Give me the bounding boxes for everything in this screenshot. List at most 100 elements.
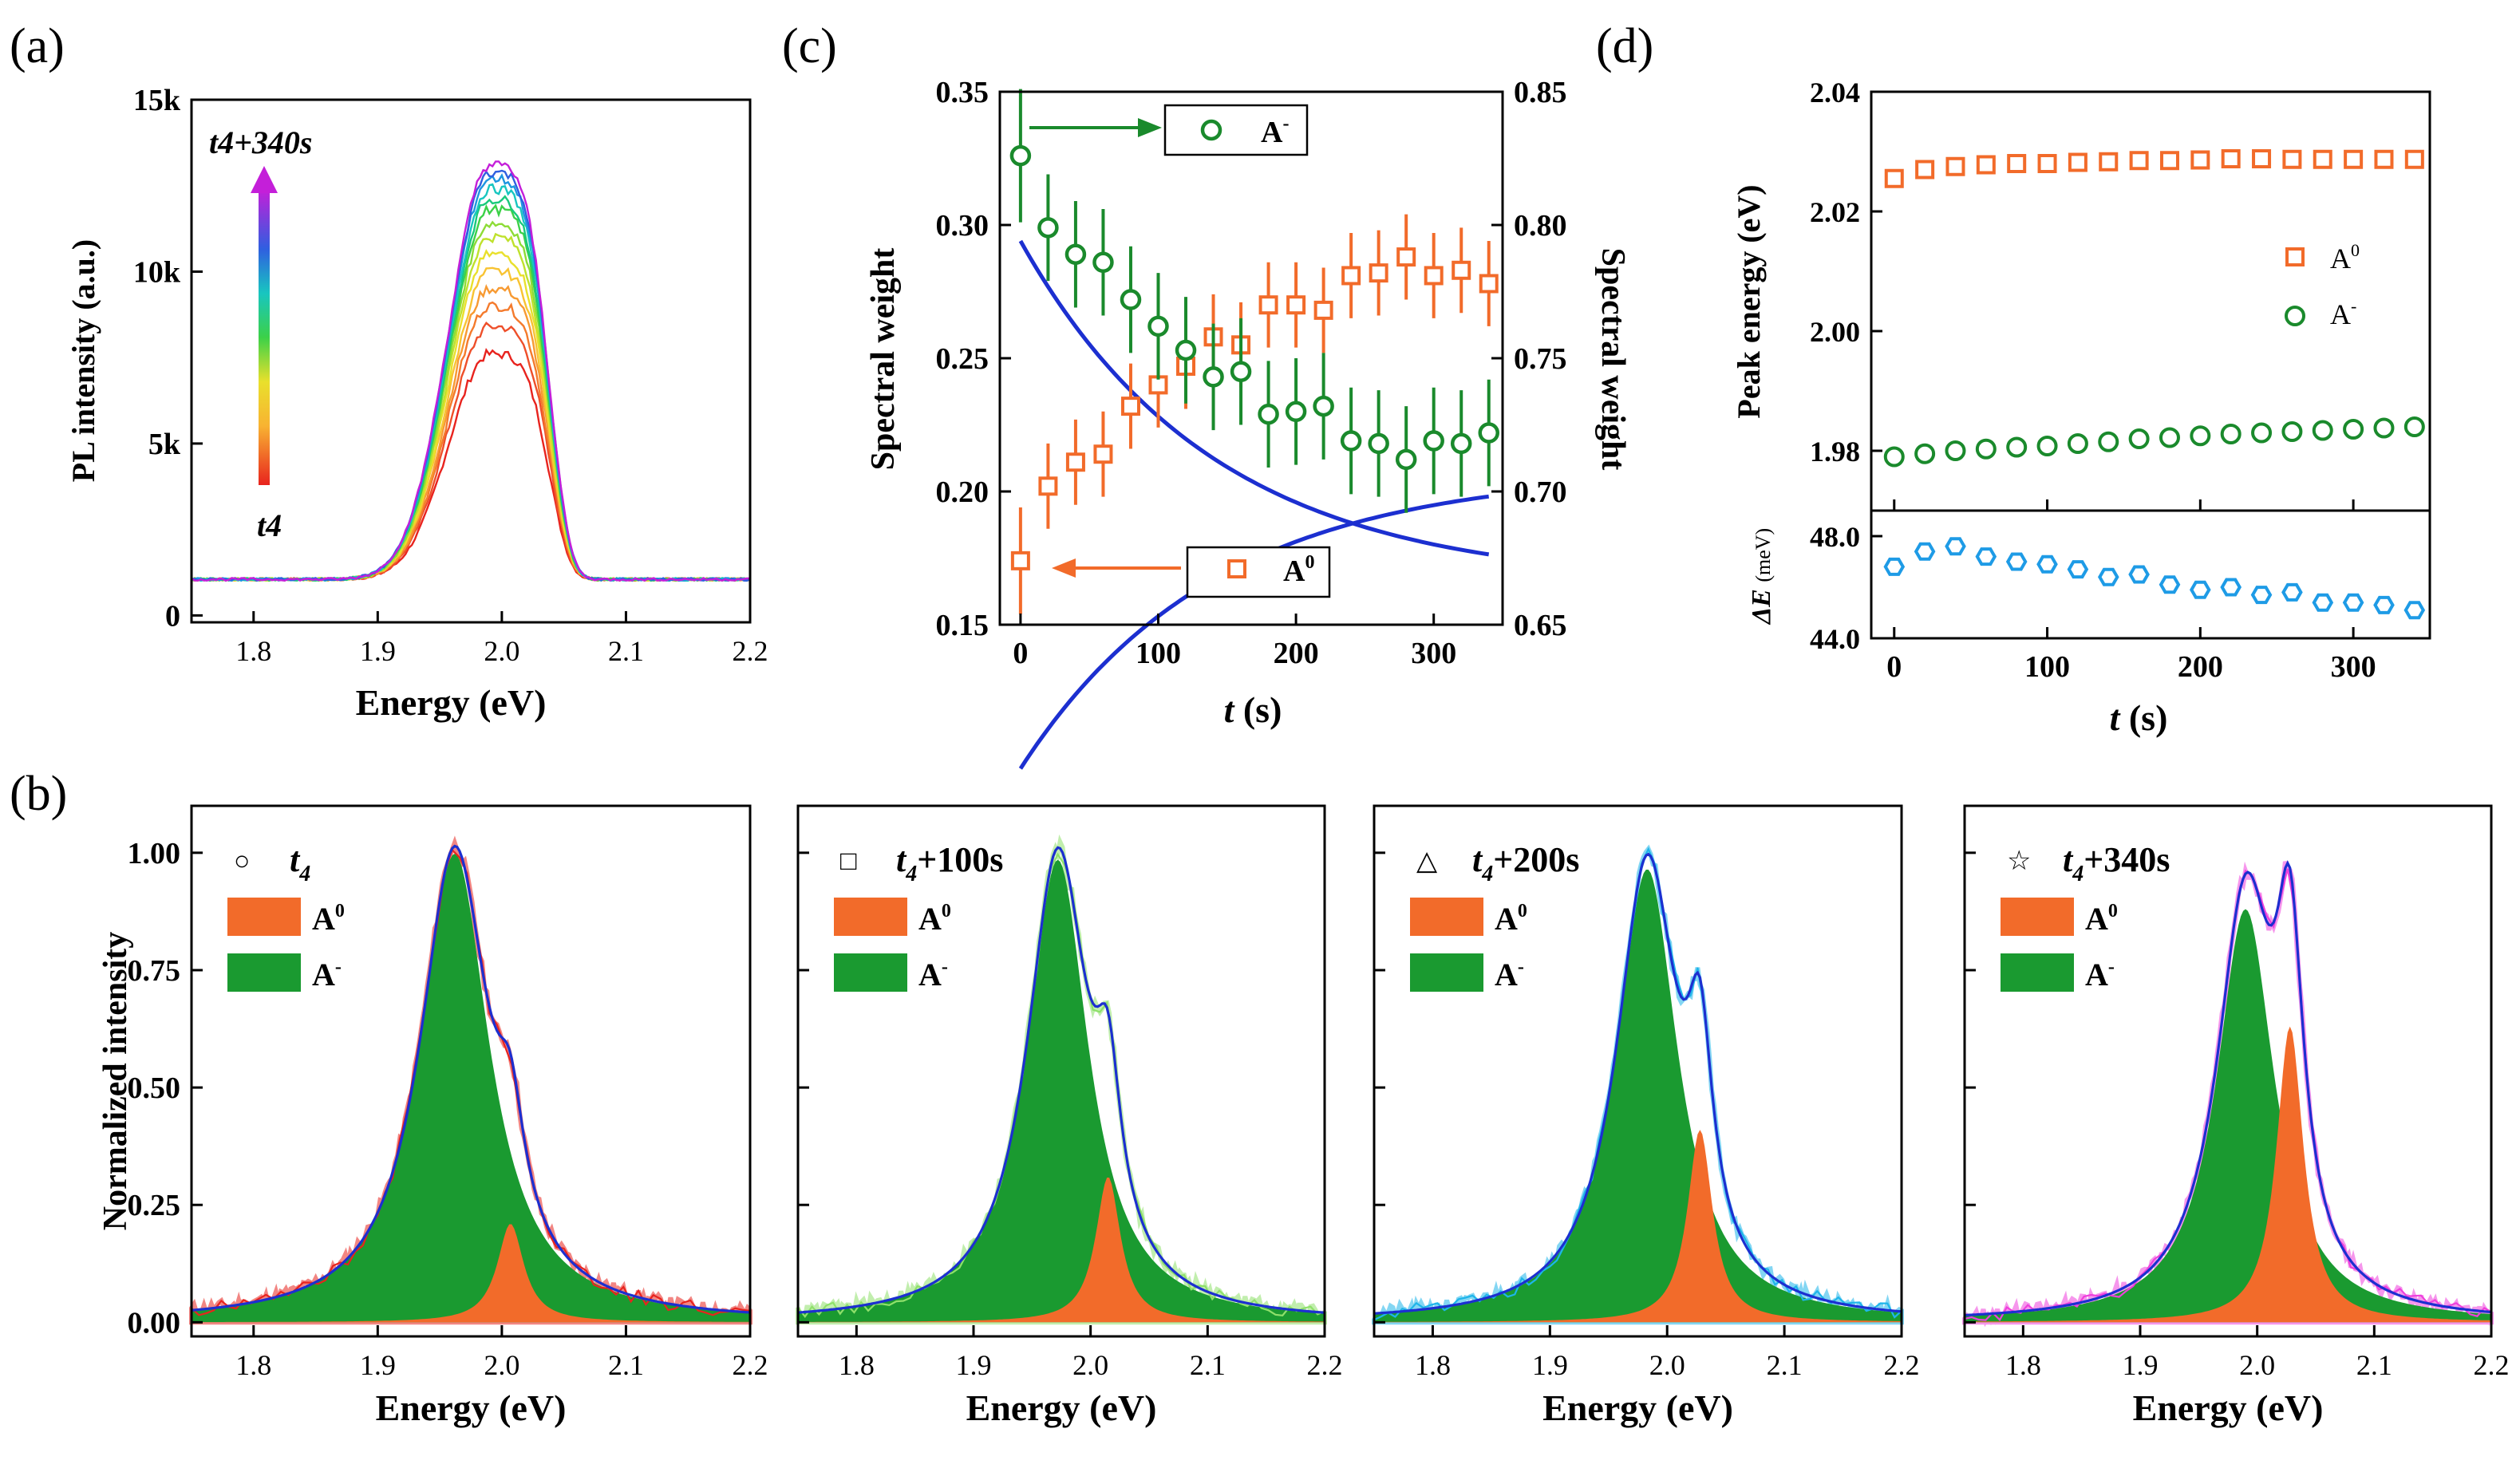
- panel-a-ytick-label: 10k: [133, 255, 181, 289]
- panel-c-ytick-right-label: 0.75: [1514, 342, 1567, 376]
- panel-c-xtick-label: 200: [1274, 637, 1319, 670]
- panel-c-xlabel: t (s): [1224, 689, 1282, 730]
- panel-c-legend-A0: A0: [1052, 546, 1331, 598]
- panel-b-legend-A0-2: A0: [1495, 901, 1527, 937]
- panel-c-point-Aminus: [1423, 430, 1444, 452]
- panel-letter-d: (d): [1596, 19, 1653, 73]
- panel-d-point-deltaE: [2342, 593, 2364, 612]
- panel-c-point-Aminus: [1285, 401, 1307, 423]
- panel-b-xtick-label: 1.8: [839, 1349, 875, 1381]
- panel-d-bottom-frame: [1870, 509, 2431, 640]
- panel-c-point-Aminus: [1230, 361, 1252, 382]
- panel-b-Aminus-fill-3: [1965, 909, 2491, 1323]
- panel-a-spectrum-0: [191, 348, 751, 582]
- panel-a-xtick-label: 2.1: [608, 635, 644, 667]
- panel-d-point-deltaE: [2250, 586, 2273, 605]
- panel-b-legend-A0-0: A0: [312, 901, 345, 937]
- panel-c-point-A0: [1093, 444, 1113, 464]
- panel-d-point-A0: [2313, 149, 2332, 169]
- legend-arrowhead-A0: [1052, 558, 1076, 578]
- panel-b-legend-swatch-A0-2: [1410, 898, 1483, 936]
- legend-arrowhead-Aminus: [1138, 118, 1162, 137]
- panel-d-point-deltaE: [2159, 575, 2181, 594]
- panel-c-ytick-right-label: 0.70: [1514, 476, 1567, 509]
- panel-b-xtick-label: 2.0: [1649, 1349, 1685, 1381]
- panel-c-point-A0: [1258, 295, 1278, 315]
- panel-c-point-Aminus: [1175, 339, 1197, 361]
- panel-c-point-Aminus: [1368, 432, 1389, 455]
- panel-d-point-deltaE: [2005, 552, 2028, 571]
- panel-d-point-Aminus: [1945, 440, 1966, 461]
- panel-c-ticks: 0 100 200 300 0.15 0.20 0.25 0.30 0.35 0.65 0.70 0.…: [936, 76, 1567, 670]
- panel-b-legend-swatch-Aminus-1: [834, 953, 907, 992]
- panel-c-point-A0: [1341, 266, 1361, 286]
- panel-c-ylabel-left: Spectral weight: [865, 248, 902, 471]
- panel-d-xtick-label: 0: [1886, 650, 1902, 684]
- panel-b-xtick-label: 1.9: [1532, 1349, 1568, 1381]
- panel-b-legend-label-0: t4: [290, 840, 310, 886]
- panel-b-2: 1.8 1.9 2.0 2.1 2.2 Energy (eV) □ t4+100s A0 A-: [796, 804, 1343, 1428]
- panel-a-frame: [190, 98, 752, 624]
- panel-d-point-Aminus: [2159, 427, 2180, 448]
- panel-d-point-Aminus: [2343, 419, 2364, 440]
- panel-b-Aminus-fill-2: [1374, 870, 1902, 1323]
- panel-b-xlabel-0: Energy (eV): [376, 1387, 567, 1428]
- panel-b-xtick-label: 2.0: [484, 1349, 519, 1381]
- panel-c-point-A0: [1065, 452, 1085, 472]
- panel-d-point-deltaE: [1914, 542, 1936, 561]
- panel-d-point-deltaE: [2189, 580, 2211, 599]
- panel-c-ytick-left-label: 0.35: [936, 76, 989, 109]
- panel-c-point-A0: [1424, 266, 1444, 286]
- panel-d-point-Aminus: [2373, 417, 2395, 439]
- panel-a-xtick-label: 1.8: [235, 635, 271, 667]
- panel-a-ytick-label: 15k: [133, 84, 181, 117]
- panel-c-point-Aminus: [1203, 366, 1224, 388]
- panel-a-xtick-label: 2.2: [733, 635, 768, 667]
- panel-c-point-A0: [1010, 551, 1030, 570]
- panel-d-legend-label-A0: A0: [2330, 240, 2360, 274]
- panel-d-point-deltaE: [2097, 567, 2119, 586]
- panel-a-spectra: [191, 160, 751, 582]
- panel-d-point-A0: [2252, 149, 2272, 168]
- panel-d-point-A0: [1976, 155, 1996, 175]
- panel-b-xtick-label: 2.2: [1307, 1349, 1343, 1381]
- panel-c-ylabel-right: Spectral weight: [1594, 248, 1631, 471]
- panel-b-xtick-label: 2.1: [2356, 1349, 2392, 1381]
- panel-d-point-Aminus: [2006, 436, 2028, 458]
- panel-c-point-A0: [1286, 295, 1306, 315]
- panel-d-point-Aminus: [2281, 421, 2303, 442]
- panel-d-point-deltaE: [1945, 537, 1966, 556]
- panel-d-point-Aminus: [2403, 416, 2425, 437]
- panel-d-point-A0: [2099, 152, 2119, 172]
- panel-c-point-Aminus: [1064, 243, 1087, 265]
- panel-b-legend-Aminus-0: A-: [312, 957, 342, 993]
- panel-a-ytick-label: 5k: [148, 428, 181, 461]
- panel-b-frame-3: [1963, 804, 2493, 1338]
- panel-d-ylabel-bottom: ΔE (meV): [1747, 528, 1776, 626]
- panel-b-xtick-label: 2.2: [2474, 1349, 2510, 1381]
- panel-b-legend-swatch-A0-3: [2001, 898, 2074, 936]
- panel-d-point-A0: [1884, 168, 1904, 188]
- panel-b-xtick-label: 1.8: [235, 1349, 271, 1381]
- panel-d-point-Aminus: [2098, 431, 2119, 452]
- panel-c-ytick-left-label: 0.15: [936, 609, 989, 642]
- panel-b-legend-swatch-Aminus-0: [227, 953, 301, 992]
- panel-a-xtick-label: 2.0: [484, 635, 519, 667]
- panel-b-3: 1.8 1.9 2.0 2.1 2.2 Energy (eV) △ t4+200s A0 A-: [1372, 804, 1920, 1428]
- legend-marker-A0: [1227, 559, 1246, 578]
- panel-d-point-deltaE: [2373, 595, 2395, 614]
- panel-b-xtick-label: 2.1: [1190, 1349, 1226, 1381]
- panel-d-ytick-top-label: 2.02: [1810, 196, 1860, 228]
- panel-b-xlabel-1: Energy (eV): [966, 1387, 1157, 1428]
- panel-a-xtick-label: 1.9: [360, 635, 396, 667]
- panel-c-point-A0: [1120, 397, 1140, 416]
- panel-b-ytick-label: 0.25: [128, 1189, 181, 1222]
- panel-b-legend-label-3: t4+340s: [2063, 840, 2170, 886]
- panel-b-ytick-label: 1.00: [128, 837, 181, 870]
- panel-c-ytick-right-label: 0.65: [1514, 609, 1567, 642]
- panel-a-colorbar-top-label: t4+340s: [209, 124, 312, 160]
- panel-d-point-Aminus: [2190, 425, 2211, 447]
- panel-b-xtick-label: 2.1: [1767, 1349, 1803, 1381]
- panel-d-point-deltaE: [2067, 560, 2089, 579]
- panel-a-colorbar-bottom-label: t4: [257, 507, 282, 543]
